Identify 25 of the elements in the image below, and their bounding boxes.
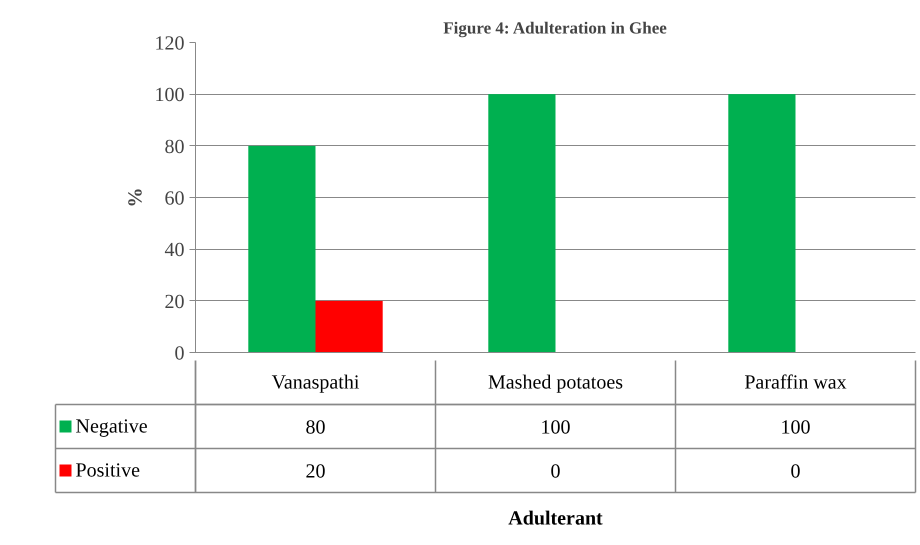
bar xyxy=(728,94,796,352)
chart-title: Figure 4: Adulteration in Ghee xyxy=(443,18,668,38)
bar xyxy=(316,300,383,352)
y-tick-label: 100 xyxy=(154,84,184,106)
x-tick-label: Paraffin wax xyxy=(744,372,847,394)
y-tick-label: 0 xyxy=(174,342,184,364)
x-tick-label: Vanaspathi xyxy=(272,372,360,394)
data-label: 0 xyxy=(550,460,560,482)
y-tick-label: 20 xyxy=(164,290,184,313)
data-label: 100 xyxy=(780,416,810,438)
bar xyxy=(248,146,316,352)
legend-label: Negative xyxy=(76,416,148,438)
x-tick-label: Mashed potatoes xyxy=(488,372,624,394)
y-tick-label: 80 xyxy=(164,136,184,158)
legend-label: Positive xyxy=(76,460,140,482)
y-tick-label: 60 xyxy=(164,188,184,210)
data-label: 20 xyxy=(306,460,326,482)
y-axis-title: % xyxy=(124,188,146,208)
data-label: 100 xyxy=(540,416,570,438)
bar xyxy=(488,94,556,352)
data-label: 0 xyxy=(790,460,800,482)
text: Adulterant xyxy=(508,508,604,530)
y-tick-label: 120 xyxy=(154,32,184,54)
data-label: 80 xyxy=(306,416,326,438)
y-tick-label: 40 xyxy=(164,239,184,262)
